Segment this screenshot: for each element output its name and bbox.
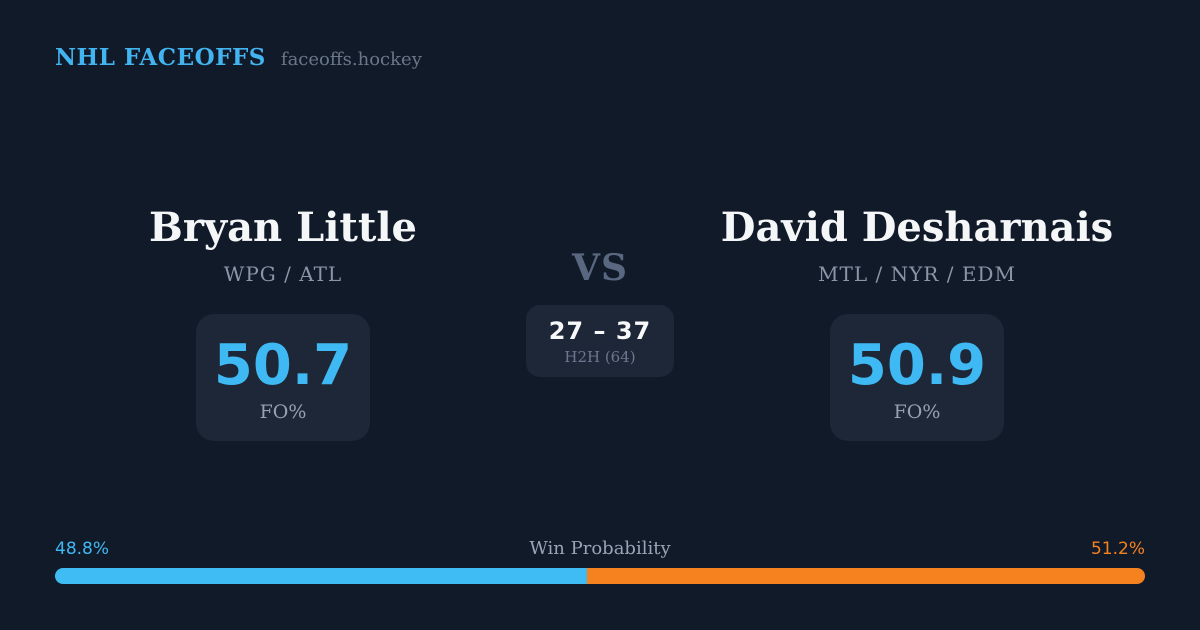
player-right-fo-label: FO%	[893, 401, 941, 423]
win-probability-section: 48.8% Win Probability 51.2%	[55, 538, 1145, 584]
player-left-teams: WPG / ATL	[223, 262, 343, 286]
player-right-column: David Desharnais MTL / NYR / EDM 50.9 FO…	[634, 207, 1200, 441]
player-right-teams: MTL / NYR / EDM	[818, 262, 1016, 286]
player-right-name: David Desharnais	[720, 204, 1114, 251]
win-prob-title: Win Probability	[529, 538, 671, 559]
h2h-label: H2H (64)	[564, 348, 636, 366]
player-left-fo-card: 50.7 FO%	[196, 314, 370, 441]
win-prob-bar-left-segment	[55, 568, 587, 584]
win-prob-bar	[55, 568, 1145, 584]
vs-label: VS	[572, 247, 628, 289]
player-left-fo-value: 50.7	[213, 333, 353, 398]
brand-title: NHL FACEOFFS	[55, 44, 266, 71]
header: NHL FACEOFFS faceoffs.hockey	[55, 44, 422, 71]
win-prob-bar-right-segment	[586, 568, 1145, 584]
h2h-card: 27 – 37 H2H (64)	[525, 305, 675, 377]
win-probability-labels: 48.8% Win Probability 51.2%	[55, 538, 1145, 559]
win-prob-left-pct: 48.8%	[55, 539, 110, 559]
win-prob-right-pct: 51.2%	[1090, 539, 1145, 559]
player-right-fo-value: 50.9	[847, 333, 987, 398]
brand-subtitle: faceoffs.hockey	[280, 49, 422, 70]
player-right-fo-card: 50.9 FO%	[830, 314, 1004, 441]
player-left-name: Bryan Little	[149, 204, 417, 251]
player-left-fo-label: FO%	[259, 401, 307, 423]
versus-column: VS 27 – 37 H2H (64)	[0, 250, 1200, 377]
h2h-score: 27 – 37	[548, 317, 652, 345]
player-left-column: Bryan Little WPG / ATL 50.7 FO%	[0, 207, 566, 441]
